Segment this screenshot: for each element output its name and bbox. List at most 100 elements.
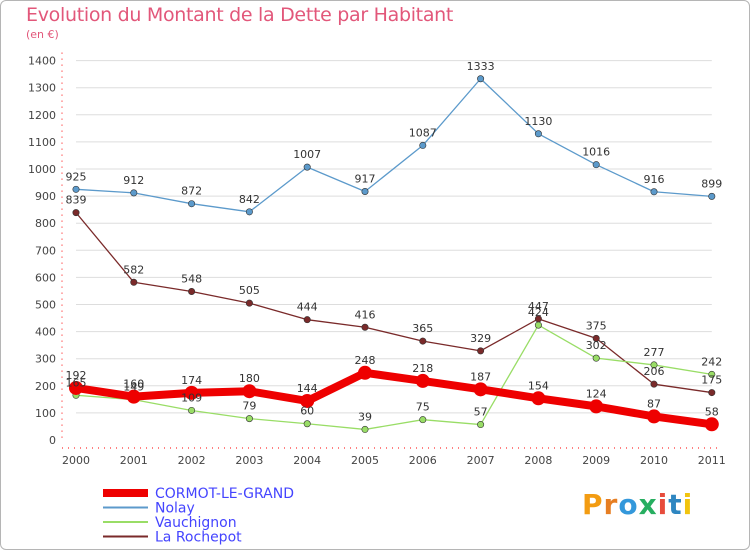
data-label-vauchignon-2011: 242 xyxy=(701,355,722,368)
y-tick-label-500: 500 xyxy=(35,299,56,312)
x-tick-label-2010: 2010 xyxy=(640,454,668,467)
logo-letter: i xyxy=(657,488,669,521)
data-point-cormot-le-grand-2009 xyxy=(589,399,604,414)
data-point-la-rochepot-2004 xyxy=(303,316,311,324)
x-tick-label-2009: 2009 xyxy=(582,454,610,467)
data-point-la-rochepot-2000 xyxy=(72,209,80,217)
data-point-la-rochepot-2009 xyxy=(592,334,600,342)
y-tick-label-1400: 1400 xyxy=(28,55,56,68)
data-point-nolay-2005 xyxy=(361,187,369,195)
data-label-nolay-2009: 1016 xyxy=(582,146,610,159)
data-label-la-rochepot-2000: 839 xyxy=(66,194,87,207)
data-label-nolay-2003: 842 xyxy=(239,193,260,206)
data-label-vauchignon-2009: 302 xyxy=(586,339,607,352)
data-point-vauchignon-2006 xyxy=(419,416,427,424)
proxiti-logo: Proxiti xyxy=(582,488,693,521)
x-tick-label-2004: 2004 xyxy=(293,454,321,467)
data-label-vauchignon-2008: 424 xyxy=(528,306,549,319)
data-point-cormot-le-grand-2000 xyxy=(69,380,83,395)
data-label-la-rochepot-2010: 206 xyxy=(644,365,665,378)
x-tick-label-2011: 2011 xyxy=(698,454,726,467)
data-label-nolay-2007: 1333 xyxy=(467,60,495,73)
y-tick-label-900: 900 xyxy=(35,190,56,203)
data-point-vauchignon-2003 xyxy=(245,415,253,423)
y-tick-label-600: 600 xyxy=(35,271,56,284)
y-tick-label-1300: 1300 xyxy=(28,82,56,95)
y-tick-label-700: 700 xyxy=(35,244,56,257)
data-label-nolay-2001: 912 xyxy=(123,174,144,187)
data-label-la-rochepot-2002: 548 xyxy=(181,272,202,285)
data-point-la-rochepot-2001 xyxy=(130,278,138,286)
data-label-cormot-le-grand-2006: 218 xyxy=(412,362,433,375)
data-label-nolay-2011: 899 xyxy=(701,177,722,190)
data-label-la-rochepot-2005: 416 xyxy=(355,308,376,321)
data-label-vauchignon-2006: 75 xyxy=(416,401,430,414)
data-point-vauchignon-2005 xyxy=(361,425,369,433)
logo-letter: i xyxy=(682,488,694,521)
data-point-cormot-le-grand-2006 xyxy=(415,373,430,388)
data-point-la-rochepot-2006 xyxy=(419,337,427,345)
logo-letter: P xyxy=(582,488,604,521)
data-label-cormot-le-grand-2010: 87 xyxy=(647,397,661,410)
y-tick-label-300: 300 xyxy=(35,353,56,366)
data-label-vauchignon-2004: 60 xyxy=(300,405,314,418)
data-label-nolay-2002: 872 xyxy=(181,185,202,198)
x-tick-label-2000: 2000 xyxy=(62,454,90,467)
data-label-la-rochepot-2003: 505 xyxy=(239,284,260,297)
data-label-nolay-2006: 1087 xyxy=(409,126,437,139)
data-point-cormot-le-grand-2005 xyxy=(358,365,372,380)
data-label-cormot-le-grand-2000: 192 xyxy=(66,369,87,382)
data-label-vauchignon-2002: 109 xyxy=(181,391,202,404)
data-point-la-rochepot-2005 xyxy=(361,323,369,331)
legend-label-vauchignon: Vauchignon xyxy=(155,515,237,531)
logo-letter: t xyxy=(668,488,683,521)
y-tick-label-200: 200 xyxy=(35,380,56,393)
data-point-nolay-2006 xyxy=(419,141,427,149)
x-tick-label-2006: 2006 xyxy=(409,454,437,467)
data-label-vauchignon-2003: 79 xyxy=(242,400,256,413)
data-label-cormot-le-grand-2009: 124 xyxy=(586,387,607,400)
data-label-cormot-le-grand-2001: 160 xyxy=(123,378,144,391)
data-label-vauchignon-2005: 39 xyxy=(358,410,372,423)
y-tick-label-400: 400 xyxy=(35,326,56,339)
x-tick-label-2008: 2008 xyxy=(524,454,552,467)
data-point-la-rochepot-2002 xyxy=(188,287,196,295)
data-label-nolay-2004: 1007 xyxy=(293,148,321,161)
data-label-la-rochepot-2004: 444 xyxy=(297,301,318,314)
data-label-vauchignon-2010: 277 xyxy=(644,346,665,359)
logo-letter: r xyxy=(603,488,619,521)
logo-letter: o xyxy=(618,488,639,521)
series-line-nolay xyxy=(75,78,713,213)
legend-label-la-rochepot: La Rochepot xyxy=(155,530,242,546)
data-point-vauchignon-2011 xyxy=(708,370,716,378)
data-point-vauchignon-2002 xyxy=(188,406,196,414)
series-line-vauchignon xyxy=(75,324,713,431)
y-tick-label-800: 800 xyxy=(35,217,56,230)
data-point-nolay-2009 xyxy=(592,161,600,169)
data-point-nolay-2003 xyxy=(245,208,253,216)
x-tick-label-2003: 2003 xyxy=(235,454,263,467)
legend-label-cormot-le-grand: CORMOT-LE-GRAND xyxy=(155,486,294,502)
data-point-cormot-le-grand-2003 xyxy=(242,384,257,399)
data-point-nolay-2002 xyxy=(188,200,196,208)
logo-letter: x xyxy=(638,488,658,521)
data-point-vauchignon-2009 xyxy=(592,354,600,362)
data-label-nolay-2000: 925 xyxy=(66,170,87,183)
data-point-cormot-le-grand-2008 xyxy=(531,391,546,406)
data-point-la-rochepot-2007 xyxy=(477,347,485,355)
data-point-nolay-2001 xyxy=(130,189,138,197)
data-label-vauchignon-2000: 165 xyxy=(66,376,87,389)
data-label-cormot-le-grand-2011: 58 xyxy=(705,405,719,418)
y-tick-label-1000: 1000 xyxy=(28,163,56,176)
data-point-nolay-2004 xyxy=(303,163,311,171)
data-label-cormot-le-grand-2008: 154 xyxy=(528,379,549,392)
data-point-nolay-2011 xyxy=(708,192,716,200)
data-point-cormot-le-grand-2010 xyxy=(647,409,661,424)
data-label-cormot-le-grand-2002: 174 xyxy=(181,374,202,387)
data-label-nolay-2010: 916 xyxy=(644,173,665,186)
data-label-nolay-2008: 1130 xyxy=(524,115,552,128)
y-tick-label-0: 0 xyxy=(49,434,56,447)
data-label-nolay-2005: 917 xyxy=(355,172,376,185)
data-label-cormot-le-grand-2007: 187 xyxy=(470,370,491,383)
